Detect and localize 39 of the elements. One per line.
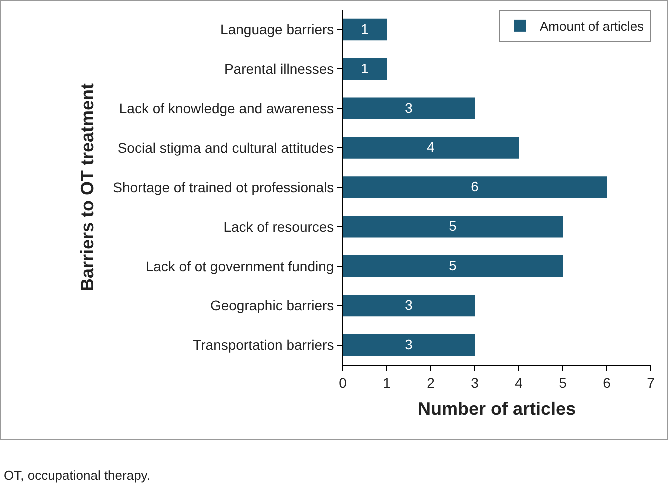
y-tick-label: Language barriers	[220, 22, 334, 38]
text: OT, occupational therapy.	[4, 468, 150, 483]
bar	[343, 98, 475, 120]
y-tick-label: Transportation barriers	[193, 337, 334, 354]
bar	[343, 58, 387, 80]
y-tick-label: Shortage of trained ot professionals	[113, 179, 334, 196]
x-tick-label: 0	[339, 374, 348, 391]
x-tick-label: 6	[603, 374, 612, 391]
data-label: 5	[449, 258, 458, 274]
x-tick-label: 3	[471, 374, 480, 391]
data-label: 1	[361, 20, 370, 37]
data-label: 3	[405, 336, 414, 352]
data-label: 3	[405, 100, 414, 116]
y-tick-label: Lack of ot government funding	[146, 258, 334, 274]
data-label: 3	[405, 296, 414, 313]
data-label: 4	[427, 139, 436, 156]
bar	[343, 216, 563, 238]
bar	[343, 256, 563, 278]
bar	[343, 294, 475, 317]
data-label: 5	[449, 218, 458, 234]
x-axis-title: Number of articles	[418, 398, 576, 419]
x-tick-label: 1	[383, 374, 392, 391]
legend-label: Amount of articles	[540, 19, 645, 34]
y-axis-title: Barriers to OT treatment	[77, 83, 98, 292]
bar	[343, 137, 519, 159]
x-tick-label: 7	[647, 374, 656, 391]
x-tick-label: 4	[515, 374, 524, 391]
y-tick-label: Parental illnesses	[224, 61, 334, 78]
y-tick-label: Lack of resources	[224, 218, 334, 235]
y-tick-label: Social stigma and cultural attitudes	[118, 140, 334, 156]
x-tick-label: 5	[559, 374, 568, 391]
bar	[343, 334, 475, 356]
y-tick-label: Lack of knowledge and awareness	[119, 100, 334, 117]
data-label: 1	[361, 60, 370, 76]
bar	[343, 176, 607, 198]
bar	[343, 18, 387, 41]
y-tick-label: Geographic barriers	[210, 298, 334, 314]
x-tick-label: 2	[427, 374, 436, 391]
data-label: 6	[471, 178, 480, 195]
